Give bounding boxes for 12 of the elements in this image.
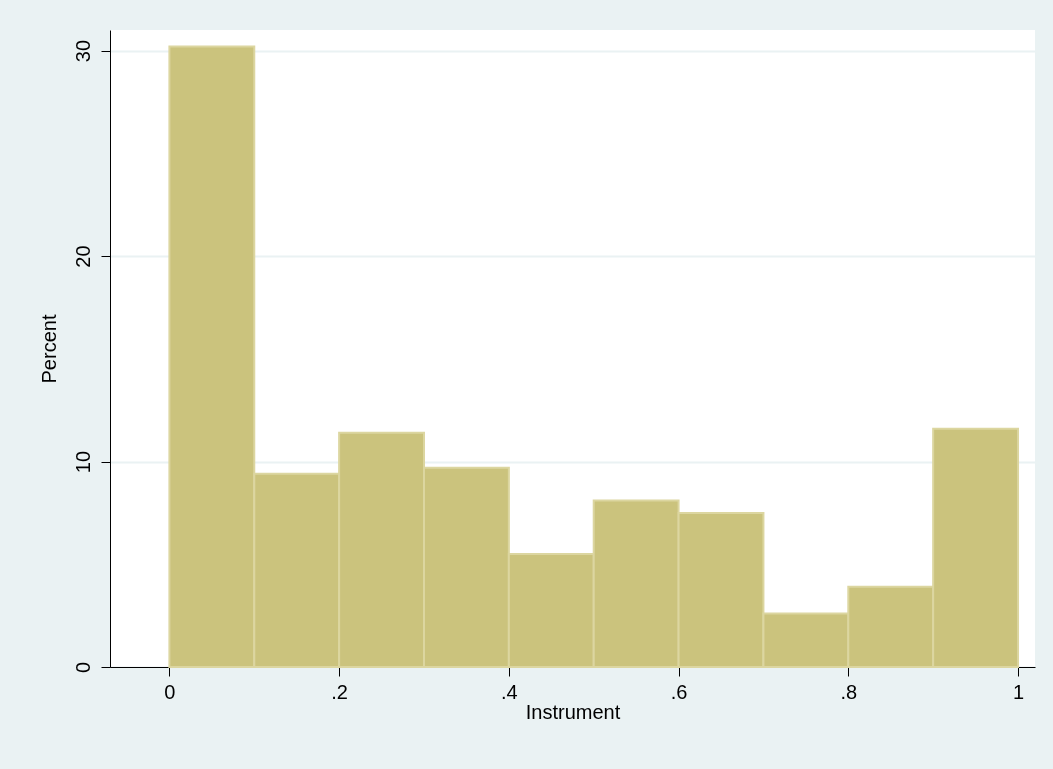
x-tick-label: 1 [1012,680,1025,703]
x-tick-label: 0 [164,680,176,703]
y-tick-label: 10 [71,450,94,474]
x-tick-label: .2 [331,680,348,703]
x-tick-label: .4 [501,680,518,703]
x-tick-label: .6 [670,680,688,703]
y-tick-label: 20 [71,245,94,268]
y-tick-label: 0 [71,661,94,674]
x-axis-title: Instrument [525,700,621,723]
y-tick-label: 30 [71,39,94,63]
x-tick-label: .8 [840,680,858,703]
y-axis-title: Percent [37,314,60,384]
